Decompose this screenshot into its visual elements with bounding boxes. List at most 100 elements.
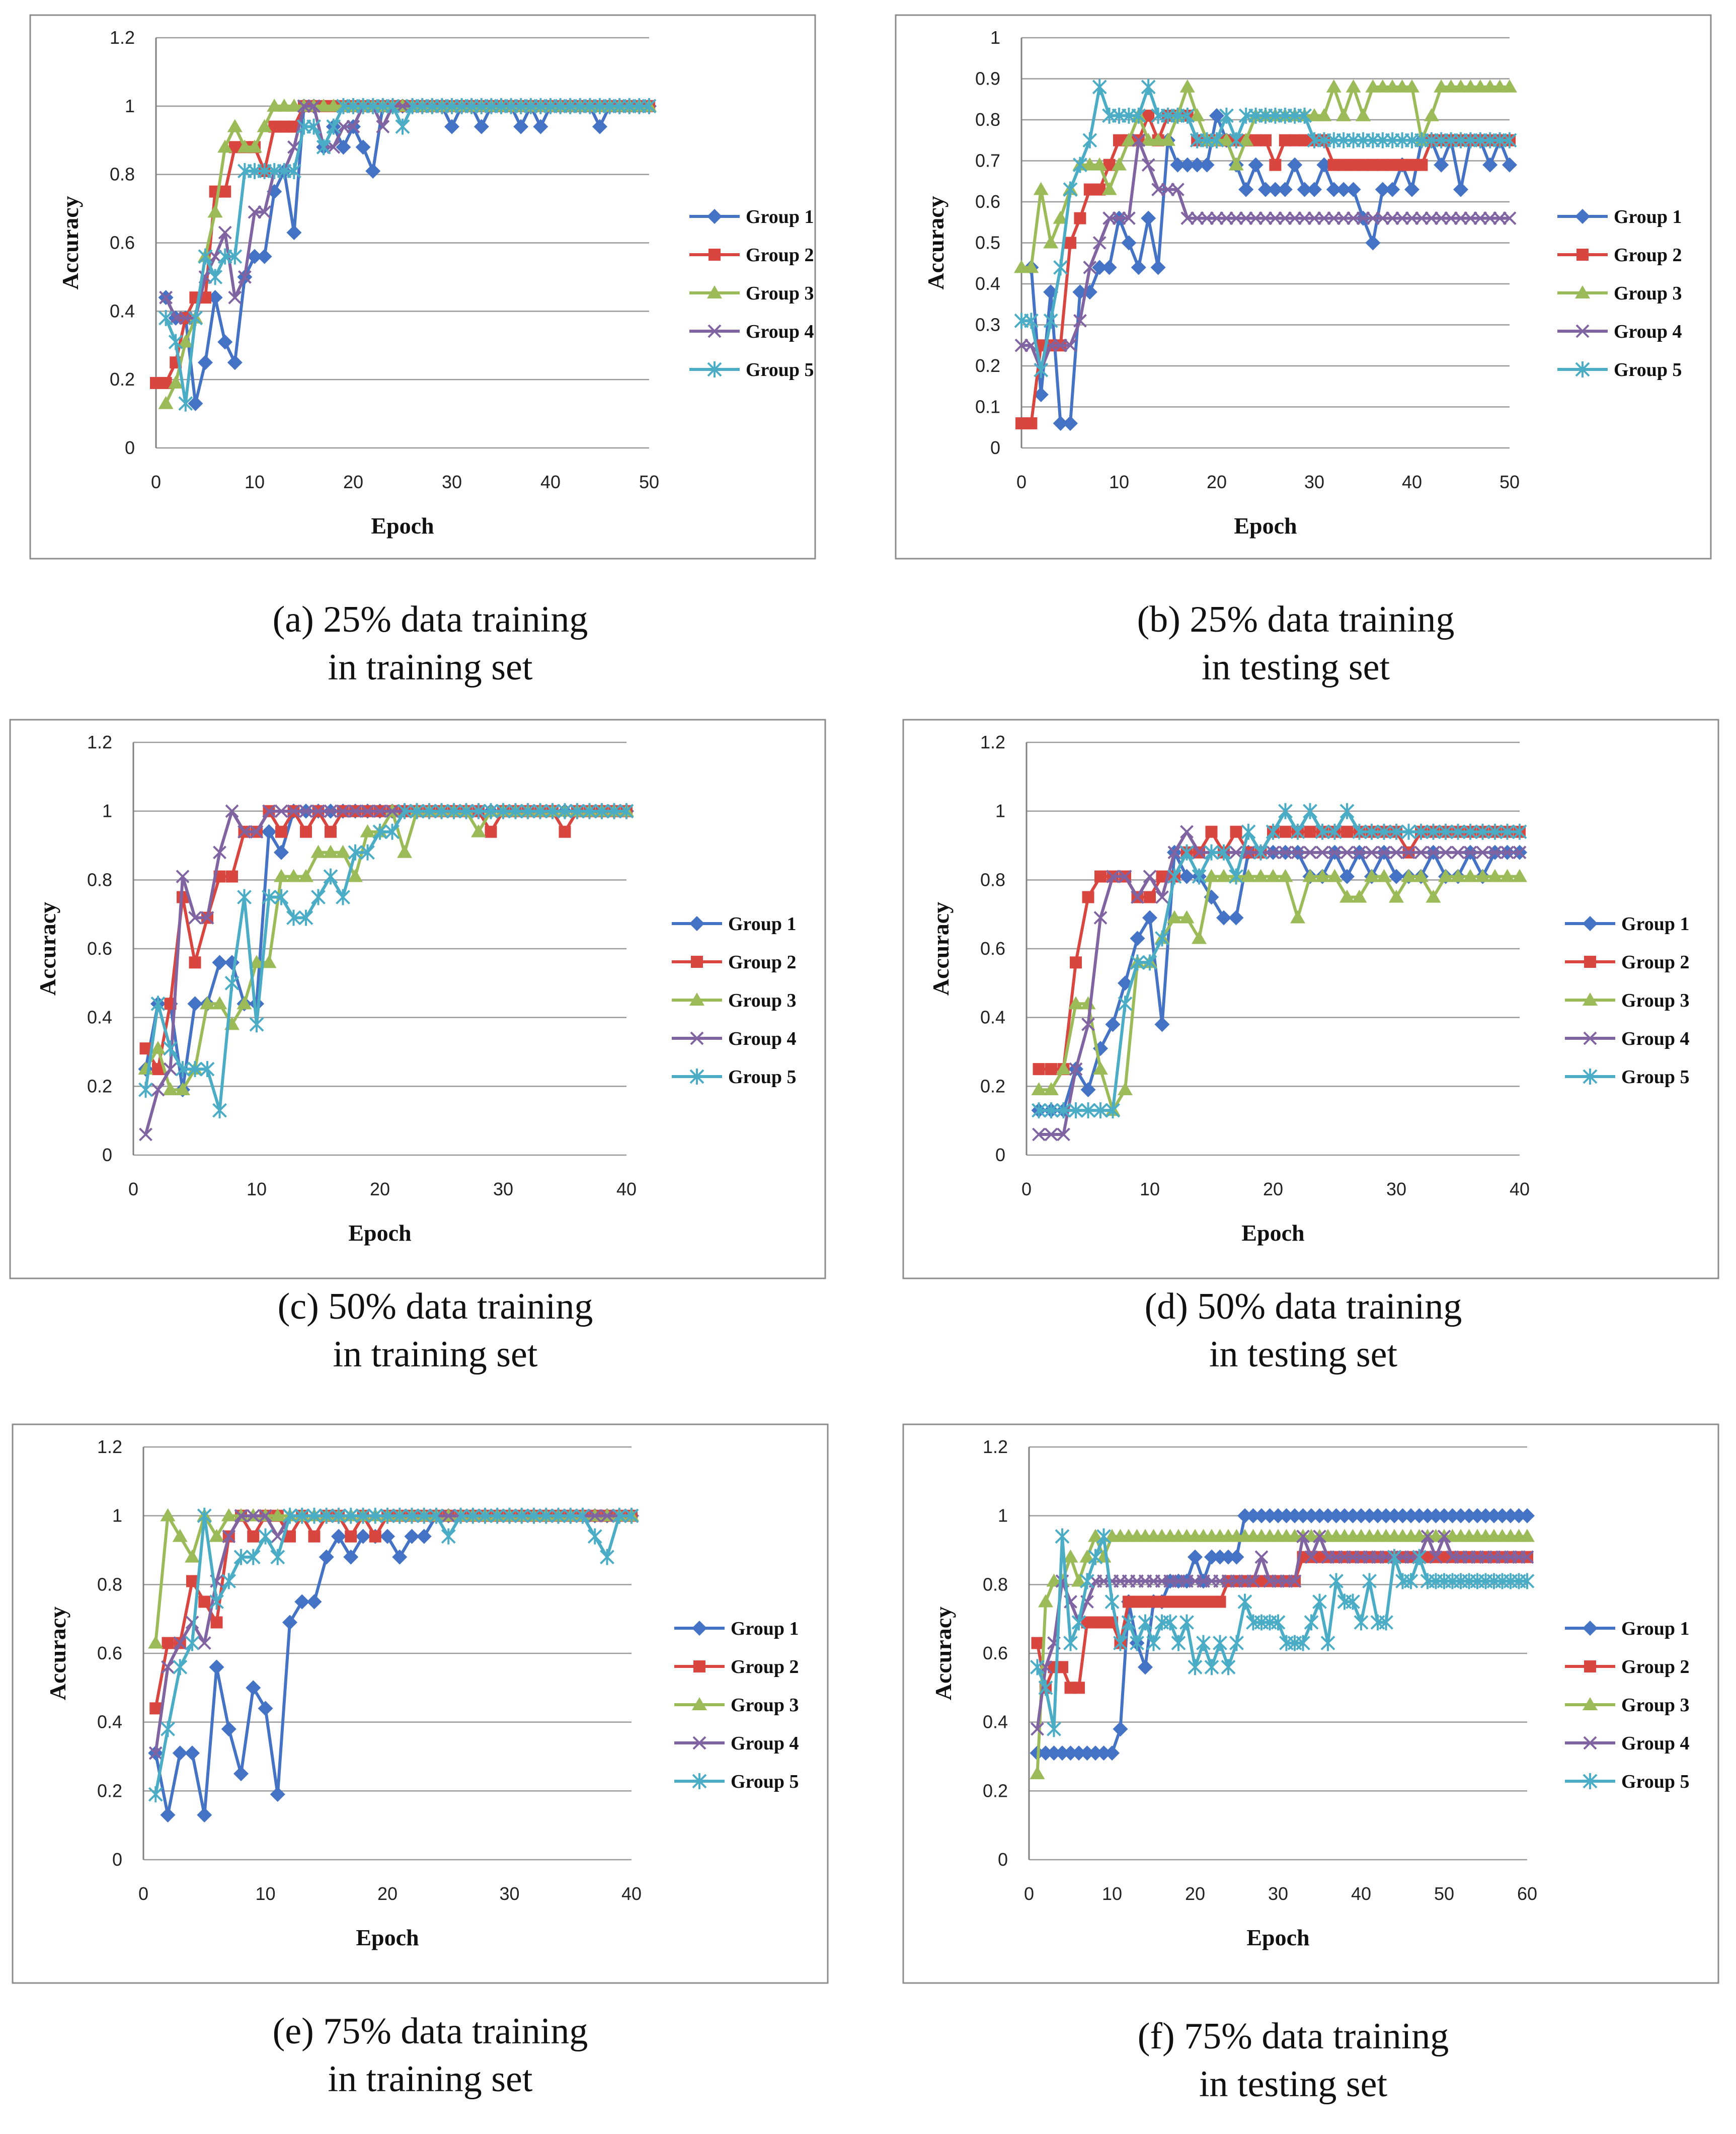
data-point-group-1 <box>1378 1508 1394 1523</box>
data-point-group-4 <box>1463 846 1477 860</box>
legend-label: Group 1 <box>1621 913 1690 935</box>
data-point-group-1 <box>1346 182 1361 197</box>
data-point-group-1 <box>1142 910 1157 926</box>
legend-label: Group 3 <box>1614 283 1682 304</box>
data-point-group-1 <box>1138 1659 1153 1675</box>
data-point-group-2 <box>1070 956 1082 969</box>
data-point-group-1 <box>172 1745 188 1761</box>
legend-label: Group 3 <box>746 283 814 304</box>
data-point-group-4 <box>139 1127 152 1141</box>
data-point-group-3 <box>200 996 215 1010</box>
data-point-group-1 <box>282 1615 297 1630</box>
data-point-group-1 <box>1279 1508 1294 1523</box>
data-point-group-5 <box>1080 1573 1094 1589</box>
legend-label: Group 2 <box>728 952 797 973</box>
data-point-group-1 <box>1411 1508 1427 1523</box>
legend-label: Group 1 <box>746 206 814 227</box>
data-point-group-5 <box>1171 1635 1186 1651</box>
chart-caption: in testing set <box>1202 647 1390 688</box>
data-point-group-2 <box>186 1575 198 1587</box>
data-point-group-2 <box>1269 159 1282 171</box>
data-point-group-4 <box>1131 890 1144 904</box>
data-point-group-5 <box>336 889 350 905</box>
data-point-group-1 <box>1326 182 1342 197</box>
data-point-group-5 <box>1389 823 1404 840</box>
data-point-group-1 <box>217 334 233 350</box>
data-point-group-3 <box>1453 79 1468 93</box>
x-tick-label: 30 <box>493 1179 513 1199</box>
legend-label: Group 2 <box>1621 952 1690 973</box>
data-point-group-1 <box>1199 157 1215 173</box>
data-point-group-5 <box>1142 954 1157 971</box>
data-point-group-5 <box>1047 1721 1061 1737</box>
data-point-group-2 <box>1304 825 1316 838</box>
data-point-group-3 <box>1472 79 1488 93</box>
data-point-group-1 <box>1229 1549 1244 1565</box>
data-point-group-1 <box>1345 1508 1361 1523</box>
data-point-group-1 <box>1212 1549 1228 1565</box>
data-point-group-5 <box>209 1593 224 1610</box>
data-point-group-4 <box>1210 211 1224 225</box>
y-axis-title: Accuracy <box>923 196 949 289</box>
data-point-group-3 <box>249 955 264 968</box>
data-point-group-5 <box>1304 1614 1319 1631</box>
data-point-group-4 <box>287 804 300 818</box>
legend-marker <box>690 1031 704 1045</box>
y-tick-label: 1 <box>102 801 112 821</box>
x-tick-label: 10 <box>245 472 265 492</box>
chart-caption: (a) 25% data training <box>273 599 588 640</box>
data-point-group-3 <box>158 396 174 409</box>
data-point-group-2 <box>162 1637 174 1649</box>
data-point-group-4 <box>1315 846 1329 860</box>
data-point-group-5 <box>446 803 461 819</box>
x-tick-label: 40 <box>1402 472 1422 492</box>
data-point-group-5 <box>600 1549 614 1565</box>
data-point-group-3 <box>1056 1061 1071 1075</box>
data-point-group-4 <box>1092 236 1107 250</box>
data-point-group-3 <box>1079 1549 1095 1563</box>
data-point-group-4 <box>1102 211 1117 225</box>
data-point-group-4 <box>1170 183 1185 196</box>
data-point-group-4 <box>1434 211 1448 225</box>
data-point-group-1 <box>1395 1508 1410 1523</box>
data-point-group-5 <box>1219 107 1234 124</box>
data-point-group-1 <box>1387 1508 1402 1523</box>
data-point-group-4 <box>1376 211 1390 225</box>
data-point-group-2 <box>345 1530 357 1543</box>
data-point-group-5 <box>434 803 449 819</box>
data-point-group-3 <box>1389 889 1404 903</box>
data-point-group-2 <box>369 1530 381 1543</box>
data-point-group-3 <box>1307 108 1322 121</box>
legend-label: Group 4 <box>1614 321 1682 342</box>
x-tick-label: 30 <box>499 1883 519 1904</box>
data-point-group-5 <box>185 1635 200 1651</box>
y-tick-label: 0.8 <box>983 1574 1008 1594</box>
y-tick-label: 0.8 <box>980 869 1005 890</box>
data-point-group-4 <box>1340 846 1354 860</box>
legend-label: Group 1 <box>731 1618 799 1639</box>
data-point-group-4 <box>148 1746 163 1760</box>
data-point-group-5 <box>1113 1635 1128 1651</box>
data-point-group-1 <box>1370 1508 1385 1523</box>
data-point-group-1 <box>1312 1508 1327 1523</box>
data-point-group-3 <box>1315 869 1330 882</box>
y-axis-title: Accuracy <box>45 1607 70 1700</box>
data-point-group-2 <box>1073 1682 1085 1694</box>
data-point-group-4 <box>1073 314 1087 328</box>
data-point-group-3 <box>1093 1061 1108 1075</box>
data-point-group-3 <box>1118 1082 1133 1096</box>
x-tick-label: 20 <box>343 472 363 492</box>
x-tick-label: 20 <box>1185 1883 1205 1904</box>
data-point-group-4 <box>1328 846 1342 860</box>
data-point-group-4 <box>346 120 360 133</box>
data-point-group-5 <box>514 1507 529 1524</box>
data-point-group-5 <box>1271 1614 1286 1631</box>
data-point-group-5 <box>1146 1635 1161 1651</box>
data-point-group-4 <box>246 1509 260 1523</box>
data-point-group-5 <box>1034 362 1049 378</box>
data-point-group-3 <box>1364 869 1379 882</box>
data-point-group-5 <box>326 118 341 135</box>
y-tick-label: 0.2 <box>983 1780 1008 1801</box>
data-point-group-3 <box>1063 1549 1078 1563</box>
data-point-group-1 <box>444 119 459 134</box>
